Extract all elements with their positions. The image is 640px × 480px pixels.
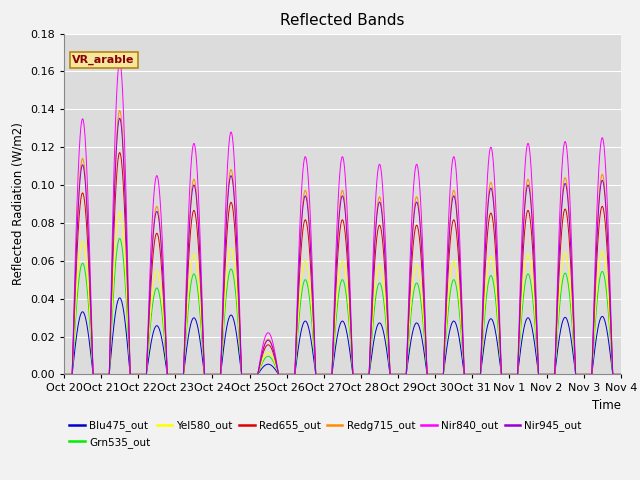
Red655_out	[324, 372, 332, 377]
Red655_out	[250, 372, 257, 377]
Blu475_out	[617, 372, 625, 377]
Redg715_out	[324, 372, 332, 377]
Red655_out	[617, 372, 625, 377]
Nir840_out	[594, 194, 602, 200]
X-axis label: Time: Time	[592, 399, 621, 412]
Nir945_out	[594, 226, 602, 232]
Yel580_out	[116, 209, 124, 215]
Grn535_out	[116, 236, 124, 241]
Nir945_out	[324, 372, 332, 377]
Line: Red655_out: Red655_out	[64, 153, 621, 374]
Title: Reflected Bands: Reflected Bands	[280, 13, 404, 28]
Red655_out	[60, 372, 68, 377]
Yel580_out	[60, 372, 68, 377]
Nir945_out	[587, 372, 595, 377]
Redg715_out	[594, 222, 602, 228]
Line: Blu475_out: Blu475_out	[64, 298, 621, 374]
Legend: Blu475_out, Grn535_out, Yel580_out, Red655_out, Redg715_out, Nir840_out, Nir945_: Blu475_out, Grn535_out, Yel580_out, Red6…	[69, 420, 582, 447]
Blu475_out	[587, 372, 595, 377]
Redg715_out	[587, 372, 595, 377]
Grn535_out	[250, 372, 257, 377]
Grn535_out	[60, 372, 68, 377]
Grn535_out	[617, 372, 625, 377]
Line: Grn535_out: Grn535_out	[64, 239, 621, 374]
Red655_out	[483, 240, 491, 246]
Nir945_out	[116, 115, 124, 121]
Grn535_out	[587, 372, 595, 377]
Red655_out	[594, 246, 602, 252]
Nir945_out	[60, 372, 68, 377]
Yel580_out	[587, 372, 595, 377]
Yel580_out	[594, 279, 602, 285]
Blu475_out	[483, 326, 491, 332]
Yel580_out	[617, 372, 625, 377]
Line: Yel580_out: Yel580_out	[64, 212, 621, 374]
Line: Nir840_out: Nir840_out	[64, 62, 621, 374]
Nir840_out	[250, 372, 257, 377]
Blu475_out	[250, 372, 257, 377]
Grn535_out	[467, 372, 475, 377]
Redg715_out	[483, 216, 491, 221]
Nir945_out	[617, 372, 625, 377]
Blu475_out	[324, 372, 332, 377]
Nir840_out	[324, 372, 332, 377]
Blu475_out	[594, 328, 602, 334]
Nir945_out	[467, 372, 475, 377]
Yel580_out	[483, 276, 491, 281]
Y-axis label: Reflected Radiation (W/m2): Reflected Radiation (W/m2)	[12, 122, 25, 286]
Red655_out	[116, 150, 124, 156]
Nir840_out	[587, 372, 595, 377]
Red655_out	[467, 372, 475, 377]
Yel580_out	[250, 372, 257, 377]
Redg715_out	[250, 372, 257, 377]
Redg715_out	[116, 108, 124, 113]
Redg715_out	[60, 372, 68, 377]
Redg715_out	[617, 372, 625, 377]
Grn535_out	[324, 372, 332, 377]
Red655_out	[587, 372, 595, 377]
Text: VR_arable: VR_arable	[72, 55, 135, 65]
Blu475_out	[116, 295, 124, 301]
Nir840_out	[483, 187, 491, 192]
Nir840_out	[60, 372, 68, 377]
Yel580_out	[324, 372, 332, 377]
Blu475_out	[467, 372, 475, 377]
Nir840_out	[467, 372, 475, 377]
Grn535_out	[594, 294, 602, 300]
Blu475_out	[60, 372, 68, 377]
Nir945_out	[250, 372, 257, 377]
Yel580_out	[467, 372, 475, 377]
Nir840_out	[116, 59, 124, 65]
Nir945_out	[483, 220, 491, 226]
Line: Redg715_out: Redg715_out	[64, 110, 621, 374]
Redg715_out	[467, 372, 475, 377]
Line: Nir945_out: Nir945_out	[64, 118, 621, 374]
Grn535_out	[483, 291, 491, 297]
Nir840_out	[617, 372, 625, 377]
